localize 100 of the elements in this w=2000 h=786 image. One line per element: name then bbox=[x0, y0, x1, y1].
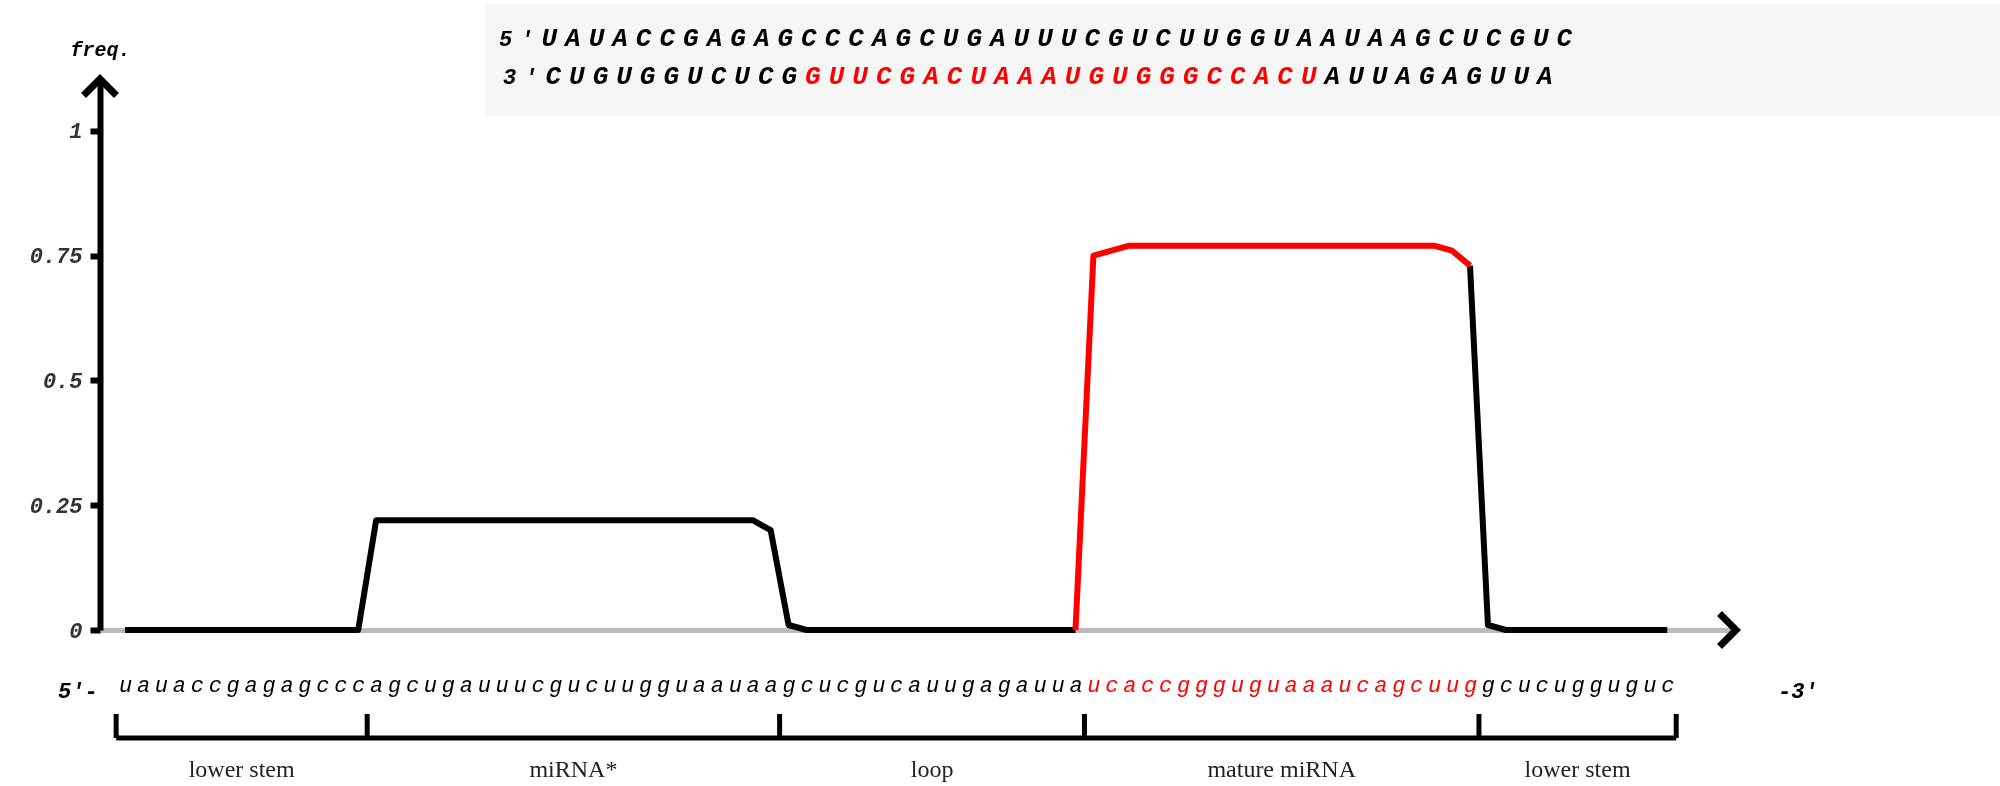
x-tick-label: a bbox=[1284, 673, 1298, 699]
x-tick-label: u bbox=[1643, 673, 1657, 699]
x-tick-label: a bbox=[172, 673, 186, 699]
x-tick-label: g bbox=[961, 673, 975, 699]
x-tick-label: u bbox=[943, 673, 958, 699]
x-tick-label: g bbox=[298, 673, 312, 699]
text: 5'- bbox=[58, 680, 98, 705]
x-tick-label: c bbox=[352, 673, 366, 699]
x-tick-label: g bbox=[854, 673, 868, 699]
x-tick-label: c bbox=[1159, 673, 1173, 699]
x-tick-label: g bbox=[262, 673, 276, 699]
x-tick-label: c bbox=[1105, 673, 1119, 699]
x-tick-label: g bbox=[1625, 673, 1639, 699]
x-tick-label: g bbox=[387, 673, 402, 699]
x-tick-label: g bbox=[1463, 673, 1478, 699]
x-tick-label: u bbox=[818, 673, 832, 699]
x-tick-label: u bbox=[1230, 673, 1244, 699]
text: lower stem bbox=[188, 756, 295, 782]
x-tick-label: c bbox=[800, 673, 814, 699]
x-tick-label: c bbox=[1499, 673, 1513, 699]
x-tick-label: a bbox=[1069, 673, 1083, 699]
y-tick-label: 0.25 bbox=[29, 494, 83, 520]
x-tick-label: g bbox=[1571, 673, 1585, 699]
text: mature miRNA bbox=[1207, 756, 1357, 782]
x-tick-label: u bbox=[1338, 673, 1352, 699]
x-tick-label: c bbox=[836, 673, 850, 699]
x-tick-label: u bbox=[513, 673, 527, 699]
x-tick-label: c bbox=[585, 673, 599, 699]
x-tick-label: a bbox=[746, 673, 760, 699]
x-tick-label: a bbox=[370, 673, 384, 699]
x-tick-label: g bbox=[997, 673, 1011, 699]
x-tick-label: u bbox=[154, 673, 169, 699]
x-tick-label: c bbox=[890, 673, 904, 699]
x-tick-label: a bbox=[1374, 673, 1388, 699]
x-tick-label: u bbox=[872, 673, 886, 699]
x-tick-label: u bbox=[728, 673, 742, 699]
x-tick-label: a bbox=[1302, 673, 1316, 699]
x-tick-label: u bbox=[1428, 673, 1442, 699]
x-tick-label: g bbox=[1248, 673, 1262, 699]
x-tick-label: u bbox=[925, 673, 940, 699]
x-tick-label: c bbox=[1661, 673, 1675, 699]
x-tick-label: a bbox=[1123, 673, 1137, 699]
text: -3' bbox=[1778, 680, 1818, 705]
x-tick-label: a bbox=[136, 673, 151, 699]
x-tick-label: c bbox=[405, 673, 420, 699]
x-tick-label: u bbox=[674, 673, 689, 699]
x-tick-label: a bbox=[459, 673, 473, 699]
x-tick-label: u bbox=[495, 673, 509, 699]
x-tick-label: u bbox=[1517, 673, 1531, 699]
y-axis-title: freq. bbox=[70, 38, 131, 62]
x-tick-label: u bbox=[1266, 673, 1280, 699]
x-tick-label: g bbox=[782, 673, 796, 699]
x-tick-label: u bbox=[567, 673, 581, 699]
x-tick-label: u bbox=[1553, 673, 1567, 699]
y-tick-label: 1 bbox=[69, 120, 83, 146]
x-tick-label: c bbox=[1535, 673, 1549, 699]
x-tick-label: u bbox=[1033, 673, 1047, 699]
x-tick-label: u bbox=[603, 673, 617, 699]
x-tick-label: c bbox=[190, 673, 204, 699]
x-tick-label: g bbox=[639, 673, 653, 699]
y-tick-label: 0.5 bbox=[42, 369, 83, 395]
text: miRNA* bbox=[529, 756, 618, 782]
x-tick-label: u bbox=[477, 673, 491, 699]
x-tick-label: g bbox=[549, 673, 563, 699]
x-tick-label: u bbox=[1087, 673, 1101, 699]
x-tick-label: c bbox=[1410, 673, 1424, 699]
text: loop bbox=[910, 756, 954, 782]
x-tick-label: a bbox=[979, 673, 993, 699]
x-tick-label: a bbox=[692, 673, 707, 699]
x-tick-label: g bbox=[226, 673, 240, 699]
x-tick-label: u bbox=[119, 673, 133, 699]
y-tick-label: 0 bbox=[69, 619, 83, 645]
x-tick-label: c bbox=[208, 673, 222, 699]
x-tick-label: g bbox=[1176, 673, 1191, 699]
x-tick-label: a bbox=[710, 673, 724, 699]
x-tick-label: g bbox=[1481, 673, 1496, 699]
x-tick-label: c bbox=[1356, 673, 1370, 699]
x-tick-label: u bbox=[1051, 673, 1065, 699]
x-tick-label: a bbox=[280, 673, 294, 699]
x-tick-label: u bbox=[423, 673, 438, 699]
x-tick-label: g bbox=[1194, 673, 1209, 699]
x-tick-label: u bbox=[1445, 673, 1460, 699]
x-tick-label: u bbox=[1607, 673, 1621, 699]
x-tick-label: g bbox=[1589, 673, 1603, 699]
text: lower stem bbox=[1524, 756, 1631, 782]
x-tick-label: a bbox=[908, 673, 922, 699]
x-tick-label: a bbox=[1015, 673, 1029, 699]
x-tick-label: u bbox=[621, 673, 635, 699]
x-tick-label: g bbox=[656, 673, 671, 699]
x-tick-label: a bbox=[764, 673, 778, 699]
x-tick-label: g bbox=[441, 673, 455, 699]
x-tick-label: a bbox=[244, 673, 258, 699]
x-tick-label: c bbox=[316, 673, 330, 699]
x-tick-label: c bbox=[1141, 673, 1155, 699]
x-tick-label: c bbox=[334, 673, 348, 699]
x-tick-label: g bbox=[1392, 673, 1406, 699]
y-tick-label: 0.75 bbox=[29, 245, 83, 271]
x-tick-label: a bbox=[1320, 673, 1334, 699]
x-tick-label: g bbox=[1212, 673, 1227, 699]
x-tick-label: c bbox=[531, 673, 545, 699]
